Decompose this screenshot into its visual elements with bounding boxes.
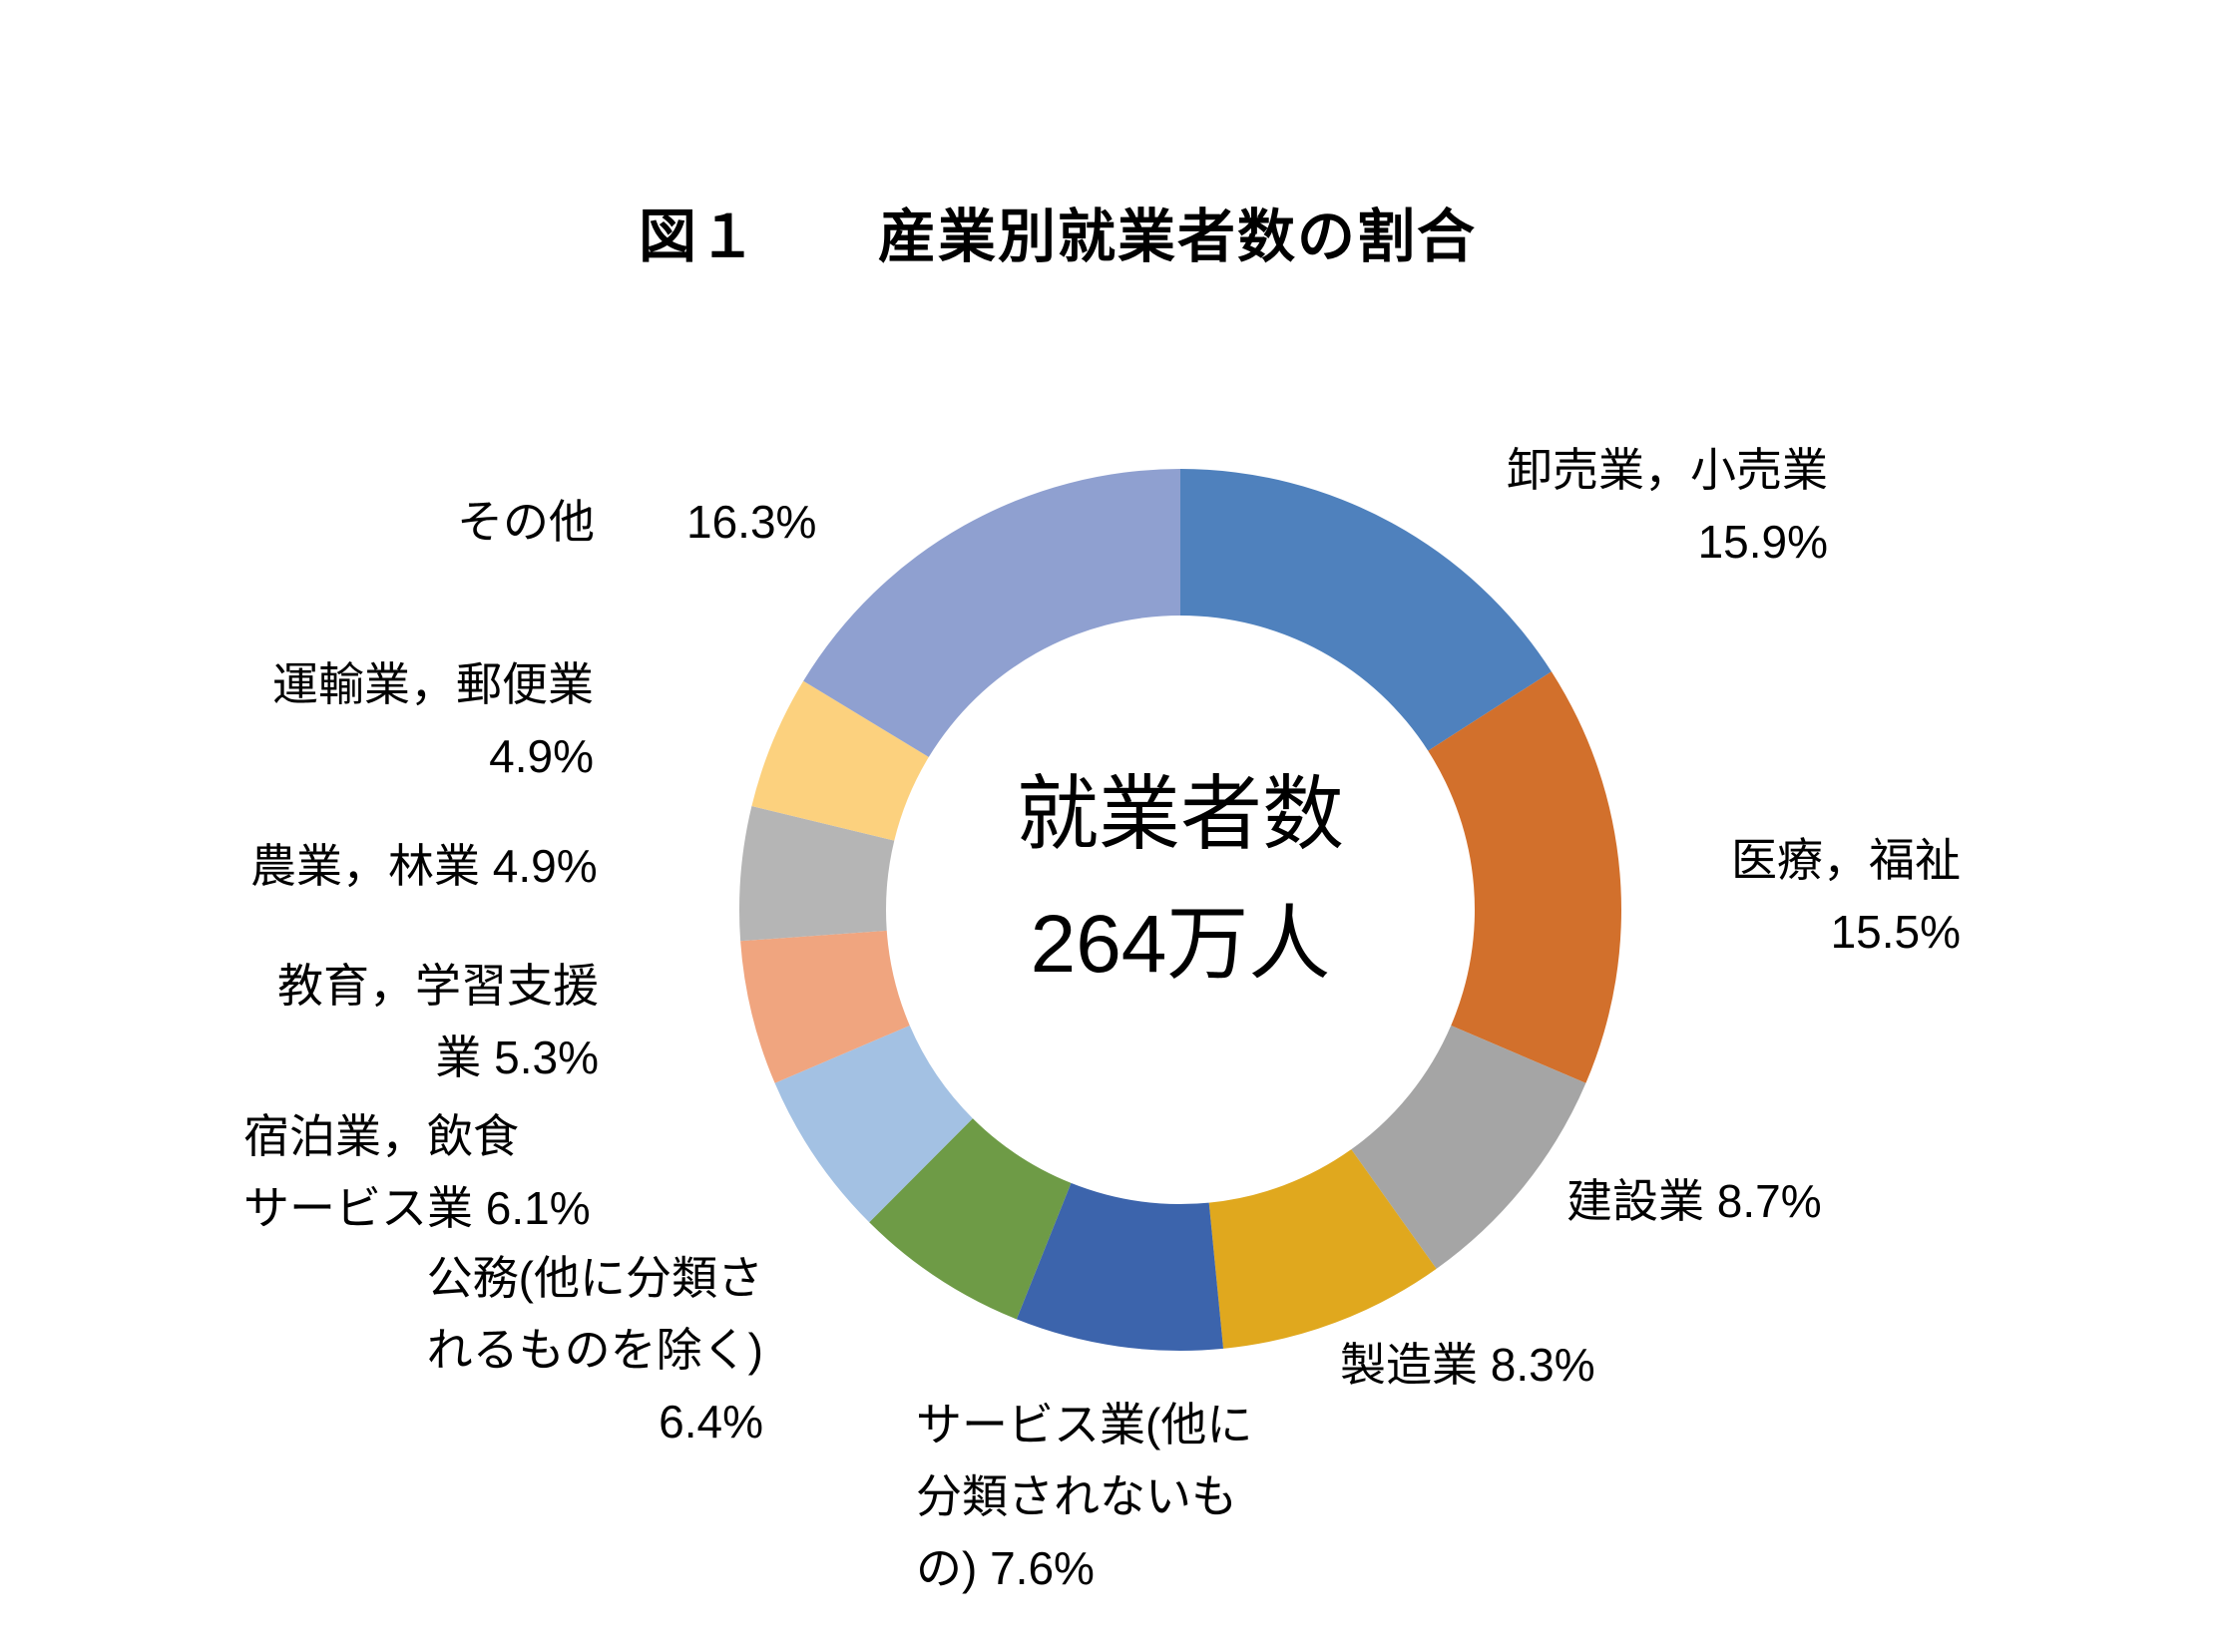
center-label: 就業者数 264万人 xyxy=(1017,750,1344,1010)
label-agriculture-forestry: 農業，林業 4.9% xyxy=(250,830,598,902)
label-services-nec: サービス業(他に 分類されないも の) 7.6% xyxy=(916,1389,1252,1604)
donut-segment-other xyxy=(803,469,1180,757)
center-label-line1: 就業者数 xyxy=(1016,769,1345,860)
label-line: 教育，学習支援 xyxy=(277,960,599,1012)
label-line: 製造業 8.3% xyxy=(1340,1339,1595,1391)
label-manufacturing: 製造業 8.3% xyxy=(1340,1329,1595,1401)
label-line: 卸売業，小売業 xyxy=(1507,444,1828,496)
donut-segment-agriculture-forestry xyxy=(739,806,895,942)
label-line: その他 16.3% xyxy=(457,496,817,548)
donut-segment-services-nec xyxy=(1016,1182,1224,1351)
donut-segment-education xyxy=(740,930,910,1083)
label-line: サービス業(他に xyxy=(916,1399,1253,1450)
label-line: 分類されないも xyxy=(916,1470,1237,1522)
label-line: 医療，福祉 xyxy=(1731,834,1961,886)
label-medical-welfare: 医療，福祉 15.5% xyxy=(1560,824,1961,968)
donut-segment-manufacturing xyxy=(1208,1149,1437,1349)
label-line: サービス業 6.1% xyxy=(243,1182,591,1234)
label-line: 宿泊業，飲食 xyxy=(243,1110,519,1162)
label-line: 15.9% xyxy=(1697,516,1828,568)
label-line: 15.5% xyxy=(1830,906,1961,958)
label-wholesale-retail: 卸売業，小売業 15.9% xyxy=(1427,434,1828,578)
label-construction: 建設業 8.7% xyxy=(1566,1165,1822,1237)
label-line: 公務(他に分類さ xyxy=(426,1252,763,1304)
label-line: 6.4% xyxy=(659,1396,763,1447)
label-other: その他 16.3% xyxy=(457,486,816,558)
donut-segment-public-service xyxy=(869,1118,1072,1320)
center-label-line2: 264万人 xyxy=(1030,899,1331,990)
donut-segment-construction xyxy=(1351,1025,1586,1269)
label-transport-postal: 運輸業，郵便業 4.9% xyxy=(193,648,594,792)
label-line: の) 7.6% xyxy=(916,1542,1095,1594)
chart-title: 図１ 産業別就業者数の割合 xyxy=(639,205,1478,269)
donut-segment-accommodation-food xyxy=(774,1025,973,1223)
label-line: 建設業 8.7% xyxy=(1566,1175,1822,1227)
label-accommodation-food: 宿泊業，飲食 サービス業 6.1% xyxy=(243,1100,591,1244)
label-public-service: 公務(他に分類さ れるものを除く) 6.4% xyxy=(362,1242,763,1457)
label-line: 運輸業，郵便業 xyxy=(272,658,594,710)
label-line: 4.9% xyxy=(489,730,594,782)
label-line: 農業，林業 4.9% xyxy=(250,840,598,892)
donut-segment-wholesale-retail xyxy=(1180,469,1552,751)
label-education: 教育，学習支援 業 5.3% xyxy=(198,950,599,1093)
donut-segment-transport-postal xyxy=(751,680,929,841)
label-line: 業 5.3% xyxy=(435,1032,599,1083)
donut-segment-medical-welfare xyxy=(1428,671,1622,1083)
label-line: れるものを除く) xyxy=(426,1324,763,1376)
